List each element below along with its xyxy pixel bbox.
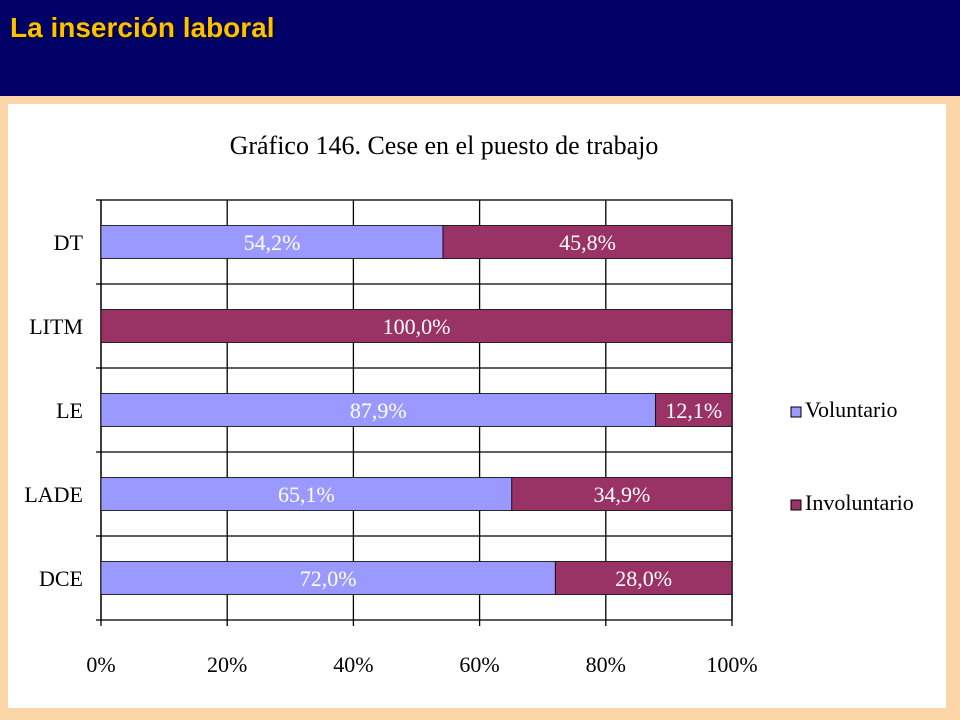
bar-involuntario-litm xyxy=(100,309,733,343)
chart-grid xyxy=(100,199,733,621)
bar-data-label: 34,9% xyxy=(593,482,650,507)
bar-data-label: 28,0% xyxy=(615,566,672,591)
bar-data-label: 72,0% xyxy=(300,566,357,591)
bar-voluntario-dt xyxy=(100,225,444,259)
x-tick-label: 0% xyxy=(86,652,115,677)
category-label: LITM xyxy=(29,314,83,339)
bar-involuntario-lade xyxy=(511,477,733,511)
x-tick-label: 20% xyxy=(207,652,247,677)
bar-data-label: 65,1% xyxy=(278,482,335,507)
bar-voluntario-le xyxy=(100,393,657,427)
legend-label-voluntario: Voluntario xyxy=(805,397,897,422)
x-tick-label: 40% xyxy=(333,652,373,677)
x-tick-label: 100% xyxy=(706,652,757,677)
chart-title: Gráfico 146. Cese en el puesto de trabaj… xyxy=(230,131,659,160)
x-tick-label: 80% xyxy=(586,652,626,677)
legend-label-involuntario: Involuntario xyxy=(805,490,914,515)
chart-axes: DT LITM LE LADE DCE 0% 20% 40% 60% 80% 100% xyxy=(24,199,758,677)
bar-involuntario-dce xyxy=(554,561,733,595)
category-label: DCE xyxy=(39,566,83,591)
category-label: LE xyxy=(56,398,83,423)
slide-title: La inserción laboral xyxy=(10,12,275,43)
slide-header: La inserción laboral xyxy=(0,0,960,96)
stacked-bar-chart: Gráfico 146. Cese en el puesto de trabaj… xyxy=(24,131,914,677)
bar-voluntario-dce xyxy=(100,561,556,595)
chart-legend: Voluntario Involuntario xyxy=(790,397,914,515)
category-label: LADE xyxy=(24,482,83,507)
bar-data-label: 87,9% xyxy=(350,398,407,423)
bar-data-label: 100,0% xyxy=(383,314,451,339)
bar-involuntario-le xyxy=(655,393,733,427)
category-label: DT xyxy=(54,230,84,255)
legend-swatch-involuntario xyxy=(790,499,802,511)
bar-involuntario-dt xyxy=(442,225,733,259)
bar-data-label: 45,8% xyxy=(559,230,616,255)
bar-data-label: 12,1% xyxy=(665,398,722,423)
bar-data-label: 54,2% xyxy=(244,230,301,255)
chart-panel: Gráfico 146. Cese en el puesto de trabaj… xyxy=(8,104,946,708)
x-tick-label: 60% xyxy=(459,652,499,677)
legend-swatch-voluntario xyxy=(790,406,802,418)
chart-bars: 54,2% 45,8% 100,0% 87,9% 12,1% 65,1% 34,9% 72,0… xyxy=(100,225,733,595)
